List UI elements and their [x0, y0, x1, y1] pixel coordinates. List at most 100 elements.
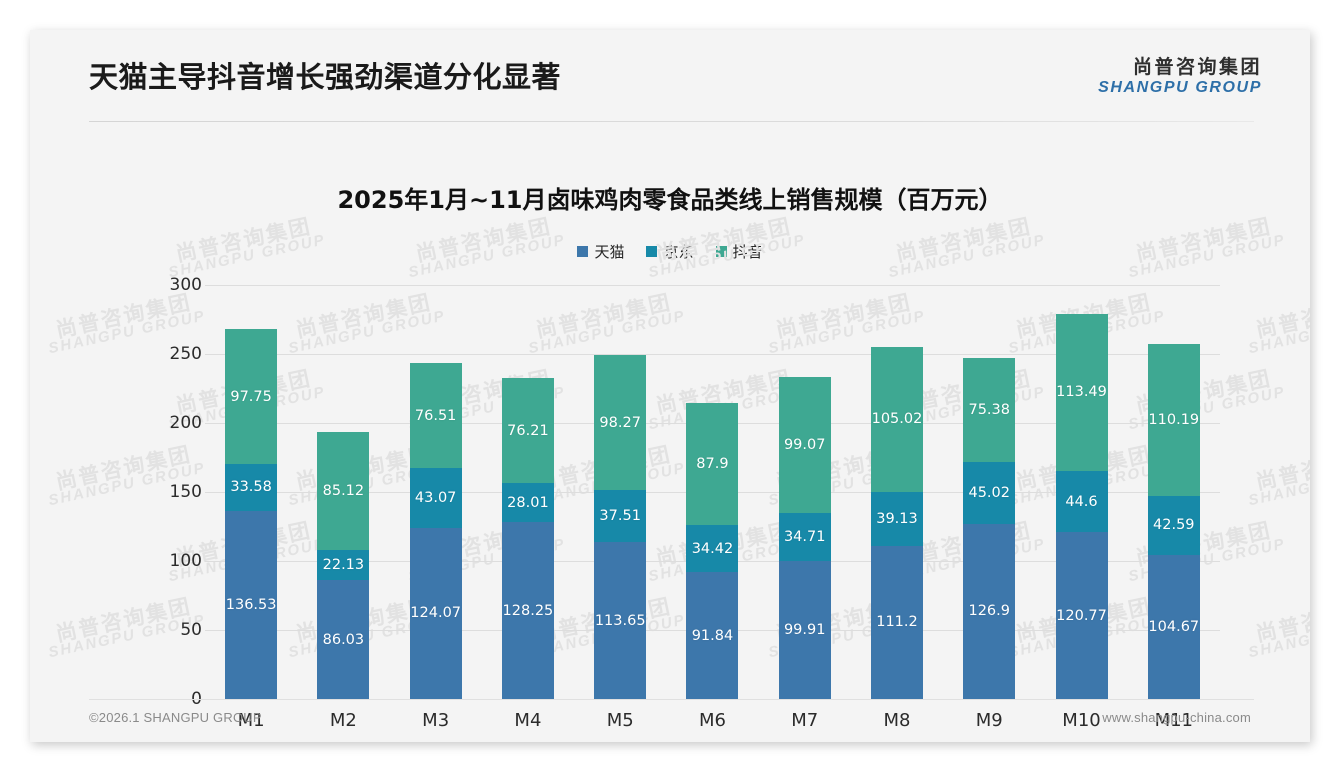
bar-group[interactable]: 76.21 28.01 128.25 M4: [501, 285, 554, 731]
bar-group[interactable]: 85.12 22.13 86.03 M2: [317, 285, 370, 731]
bar-segment[interactable]: 136.53: [225, 510, 278, 699]
bar-value-label: 33.58: [230, 479, 272, 496]
chart-plot-wrapper: 尚普咨询集团 SHANGPU GROUP 尚普咨询集团 SHANGPU GROUP 尚普…: [30, 214, 1310, 731]
bar-segment[interactable]: 28.01: [501, 483, 554, 523]
watermark-en: SHANGPU GROUP: [646, 231, 808, 282]
gridline: [205, 285, 1220, 286]
header-divider: [89, 121, 1254, 122]
y-axis-tick-label: 200: [169, 413, 202, 433]
bar-segment[interactable]: 110.19: [1147, 343, 1200, 496]
y-axis-tick-label: 100: [169, 551, 202, 571]
bar-segment[interactable]: 97.75: [225, 329, 278, 465]
bar-segment[interactable]: 128.25: [501, 522, 554, 699]
bar-value-label: 110.19: [1148, 411, 1200, 428]
bar-segment[interactable]: 105.02: [870, 346, 923, 492]
brand-logo-cn: 尚普咨询集团: [1132, 56, 1262, 78]
bar-segment[interactable]: 120.77: [1055, 532, 1108, 699]
x-axis-tick-label: M9: [975, 710, 1003, 731]
watermark-en: SHANGPU GROUP: [1246, 459, 1310, 510]
bar-segment[interactable]: 75.38: [963, 357, 1016, 462]
watermark-cn: 尚普咨询集团: [1253, 442, 1310, 495]
bar-segment[interactable]: 98.27: [594, 354, 647, 491]
bar-segment[interactable]: 42.59: [1147, 495, 1200, 555]
bar-value-label: 124.07: [410, 605, 462, 622]
bar-group[interactable]: 76.51 43.07 124.07 M3: [409, 285, 462, 731]
bar-value-label: 104.67: [1148, 618, 1200, 635]
bar-segment[interactable]: 124.07: [409, 527, 462, 699]
legend-item-天猫[interactable]: 天猫: [577, 241, 624, 262]
brand-logo-en: SHANGPU GROUP: [1098, 78, 1262, 96]
page-title: 天猫主导抖音增长强劲渠道分化显著: [89, 60, 562, 94]
footer-divider: [89, 699, 1254, 700]
bar-value-label: 76.21: [507, 422, 549, 439]
x-axis-tick-label: M8: [883, 710, 911, 731]
bar-segment[interactable]: 126.9: [963, 523, 1016, 699]
bar-value-label: 91.84: [691, 627, 734, 644]
bar-segment[interactable]: 99.91: [778, 561, 831, 699]
bar-value-label: 44.6: [1065, 493, 1098, 510]
bar-value-label: 28.01: [507, 494, 549, 511]
legend-label: 天猫: [594, 243, 625, 261]
bar-segment[interactable]: 33.58: [225, 464, 278, 511]
bar-segment[interactable]: 34.42: [686, 524, 739, 573]
x-axis-tick-label: M5: [606, 710, 634, 731]
x-axis-tick-label: M6: [698, 710, 726, 731]
bar-group[interactable]: 113.49 44.6 120.77 M10: [1055, 285, 1108, 731]
bar-segment[interactable]: 34.71: [778, 513, 831, 562]
legend-label: 京东: [663, 243, 694, 261]
bar-value-label: 97.75: [230, 388, 272, 405]
legend-swatch-icon: [715, 246, 727, 257]
bar-value-label: 128.25: [502, 602, 554, 619]
bar-segment[interactable]: 104.67: [1147, 554, 1200, 699]
bar-group[interactable]: 98.27 37.51 113.65 M5: [594, 285, 647, 731]
watermark-en: SHANGPU GROUP: [886, 231, 1048, 282]
bar-value-label: 76.51: [414, 407, 457, 424]
bar-segment[interactable]: 44.6: [1055, 470, 1108, 533]
x-axis-tick-label: M3: [422, 710, 450, 731]
legend-swatch-icon: [577, 246, 589, 257]
bar-group[interactable]: 110.19 42.59 104.67 M11: [1147, 285, 1200, 731]
slide-header: 天猫主导抖音增长强劲渠道分化显著 尚普咨询集团 SHANGPU GROUP: [30, 30, 1310, 122]
legend-item-京东[interactable]: 京东: [646, 241, 694, 262]
bar-segment[interactable]: 43.07: [409, 468, 462, 528]
watermark-en: SHANGPU GROUP: [406, 231, 568, 282]
bar-segment[interactable]: 113.49: [1055, 314, 1108, 471]
bar-segment[interactable]: 86.03: [317, 580, 370, 699]
bar-segment[interactable]: 99.07: [778, 376, 831, 514]
x-axis-tick-label: M2: [329, 710, 357, 731]
bar-value-label: 113.65: [594, 612, 646, 629]
bar-group[interactable]: 97.75 33.58 136.53 M1: [225, 285, 278, 731]
bar-value-label: 39.13: [876, 510, 918, 527]
bar-value-label: 22.13: [322, 557, 365, 574]
bar-segment[interactable]: 113.65: [594, 542, 647, 699]
bar-series-container: 97.75 33.58 136.53 M1 85.12 22.13 86.03 M2 76.51…: [205, 285, 1220, 731]
bar-value-label: 87.9: [696, 456, 729, 473]
legend-label: 抖音: [732, 243, 763, 261]
slide-canvas: 天猫主导抖音增长强劲渠道分化显著 尚普咨询集团 SHANGPU GROUP 20…: [30, 30, 1310, 742]
legend-item-抖音[interactable]: 抖音: [715, 241, 763, 262]
watermark-en: SHANGPU GROUP: [1246, 611, 1310, 662]
bar-value-label: 37.51: [599, 508, 641, 525]
bar-segment[interactable]: 111.2: [870, 545, 923, 699]
bar-segment[interactable]: 91.84: [686, 572, 739, 699]
bar-value-label: 75.38: [968, 401, 1010, 418]
footer-copyright: ©2026.1 SHANGPU GROUP: [89, 710, 262, 725]
bar-group[interactable]: 105.02 39.13 111.2 M8: [870, 285, 923, 731]
bar-segment[interactable]: 87.9: [686, 403, 739, 525]
bar-value-label: 45.02: [968, 484, 1010, 501]
bar-group[interactable]: 75.38 45.02 126.9 M9: [963, 285, 1016, 731]
bar-segment[interactable]: 85.12: [317, 432, 370, 550]
bar-segment[interactable]: 22.13: [317, 549, 370, 581]
bar-segment[interactable]: 45.02: [963, 461, 1016, 524]
bar-group[interactable]: 87.9 34.42 91.84 M6: [686, 285, 739, 731]
bar-segment[interactable]: 39.13: [870, 491, 923, 546]
bar-segment[interactable]: 76.51: [409, 362, 462, 469]
y-axis-tick-label: 300: [169, 275, 202, 295]
bar-group[interactable]: 99.07 34.71 99.91 M7: [778, 285, 831, 731]
footer-website: www.shangpu-china.com: [1102, 710, 1251, 725]
bar-segment[interactable]: 76.21: [501, 378, 554, 484]
bar-value-label: 99.91: [783, 622, 826, 639]
watermark-cn: 尚普咨询集团: [53, 290, 194, 343]
bar-segment[interactable]: 37.51: [594, 490, 647, 543]
bar-value-label: 99.07: [783, 436, 826, 453]
